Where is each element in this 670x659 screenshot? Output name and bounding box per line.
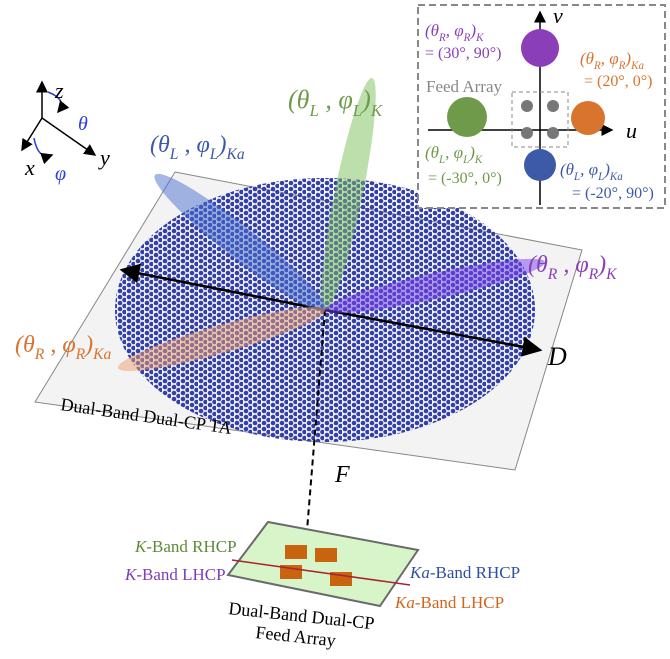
math-part: ) (360, 85, 371, 114)
math-label: (θR, φR)K (425, 21, 484, 44)
subscript: K (475, 32, 484, 44)
beam-spot (521, 29, 559, 67)
axis-d (119, 263, 326, 312)
subscript: Ka (92, 346, 111, 363)
label: = (20°, 0°) (584, 73, 652, 90)
subscript: L (352, 101, 362, 120)
feed-box (511, 91, 569, 148)
math-part: (θ (528, 252, 548, 278)
band: Ka (394, 593, 415, 612)
port: -Band RHCP (430, 563, 520, 582)
label: θ (78, 113, 88, 135)
port-label: Ka-Band RHCP (409, 563, 520, 582)
subscript: R (438, 32, 446, 44)
math-part: , φ (445, 143, 463, 162)
math-label: (θL , φL)K (288, 85, 383, 120)
math-part: (θ (425, 21, 439, 40)
math-part: ) (603, 160, 610, 179)
math-part: (θ (150, 132, 170, 158)
feed-board (226, 520, 420, 608)
math-part: ) (624, 49, 631, 68)
subscript: L (462, 154, 469, 166)
math-label: (θR, φR)Ka (580, 49, 644, 72)
subscript: R (547, 266, 558, 283)
subscript: R (618, 60, 626, 72)
math-part: (θ (15, 332, 35, 358)
math-part: ) (468, 143, 475, 162)
port-label: K-Band LHCP (124, 565, 226, 584)
subscript: R (588, 266, 599, 283)
beam-lobe (154, 173, 326, 312)
port-label: K-Band RHCP (134, 537, 237, 556)
math-part: , φ (446, 21, 464, 40)
subscript: K (605, 266, 618, 283)
math-part: , φ (178, 132, 209, 158)
label: = (30°, 90°) (425, 45, 501, 62)
subscript: Ka (225, 146, 244, 163)
math-label: (θR , φR)Ka (15, 332, 112, 363)
label: = (-30°, 0°) (428, 170, 502, 187)
beam-spot (447, 97, 487, 137)
math-part: (θ (288, 85, 310, 114)
axis-d (324, 308, 543, 357)
band: K (134, 537, 148, 556)
port: -Band RHCP (146, 537, 236, 556)
subscript: Ka (609, 171, 623, 183)
label: = (-20°, 90°) (572, 185, 654, 202)
subscript: L (438, 154, 445, 166)
subscript: R (463, 32, 471, 44)
math-part: , φ (44, 332, 75, 358)
math-part: ) (83, 332, 93, 358)
label: v (553, 3, 563, 28)
math-label: (θL , φL)Ka (150, 132, 245, 163)
beam-spot (524, 149, 556, 181)
label: D (547, 342, 567, 371)
math-label: (θL, φL)K (425, 143, 483, 166)
port: -Band LHCP (415, 593, 504, 612)
subscript: K (474, 154, 483, 166)
subscript: L (209, 146, 219, 163)
label: Feed Array (426, 77, 503, 96)
band: K (124, 565, 138, 584)
math-part: ) (469, 21, 476, 40)
subscript: L (573, 171, 580, 183)
math-part: , φ (580, 160, 598, 179)
focal-line (298, 309, 326, 557)
band: Ka (409, 563, 430, 582)
math-label: (θR , φR)K (528, 252, 618, 283)
label: x (24, 155, 35, 180)
port: -Band LHCP (136, 565, 225, 584)
math-part: , φ (601, 49, 619, 68)
math-part: , φ (319, 85, 353, 114)
label: F (334, 462, 350, 488)
math-part: (θ (580, 49, 594, 68)
beam-lobe (117, 307, 326, 371)
label: φ (55, 163, 66, 185)
math-part: (θ (425, 143, 439, 162)
feed-dots (521, 100, 559, 139)
beam-lobe (321, 77, 376, 311)
math-part: (θ (560, 160, 574, 179)
label: u (626, 118, 637, 143)
subscript: L (597, 171, 604, 183)
label: y (98, 145, 110, 170)
triad (21, 80, 97, 165)
subscript: R (34, 346, 45, 363)
beam-lobe (324, 258, 546, 314)
subscript: Ka (630, 60, 644, 72)
feed-line (231, 559, 411, 586)
math-label: (θL, φL)Ka (560, 160, 623, 183)
math-part: ) (596, 252, 606, 278)
math-part: ) (216, 132, 226, 158)
beam-spot (571, 101, 605, 135)
label: z (54, 78, 64, 103)
subscript: L (169, 146, 179, 163)
port-label: Ka-Band LHCP (394, 593, 504, 612)
subscript: R (593, 60, 601, 72)
subscript: L (308, 101, 318, 120)
subscript: K (370, 101, 383, 120)
subscript: R (75, 346, 86, 363)
math-part: , φ (557, 252, 588, 278)
